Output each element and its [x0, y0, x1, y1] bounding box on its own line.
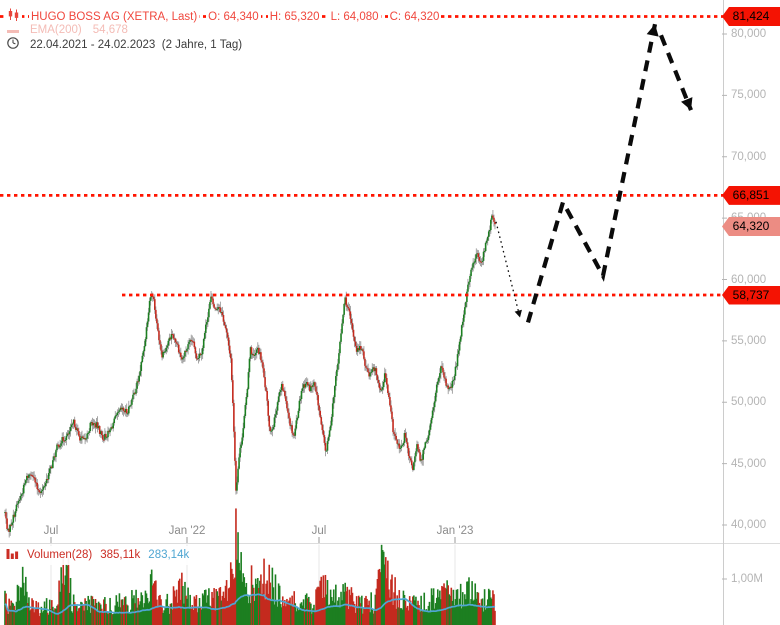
volume-legend[interactable]: Volumen(28) 385,11k 283,14k [2, 546, 196, 565]
price-tick-label: 60,000 [731, 273, 767, 286]
date-range-legend: 22.04.2021 - 24.02.2023 (2 Jahre, 1 Tag) [5, 37, 245, 53]
symbol-legend[interactable]: HUGO BOSS AG (XETRA, Last) O: 64,340 H: … [5, 8, 442, 25]
price-tick-label: 80,000 [731, 28, 767, 40]
volume-tick-label: 1,00M [731, 573, 763, 585]
price-tick-label: 40,000 [731, 519, 767, 531]
ema-label: EMA(200) [28, 23, 84, 37]
ohlc-high: H: 65,320 [267, 9, 322, 24]
time-tick-label: Jul [43, 525, 59, 537]
time-tick-label: Jan '22 [168, 525, 206, 537]
price-tick-label: 70,000 [731, 150, 767, 163]
last-price-badge: 64,320 [722, 216, 780, 236]
date-range-text: 22.04.2021 - 24.02.2023 (2 Jahre, 1 Tag) [28, 38, 245, 52]
ohlc-close: C: 64,320 [387, 9, 442, 24]
price-tick-label: 75,000 [731, 89, 767, 102]
price-level-badge: 81,424 [722, 7, 780, 27]
volume-label: Volumen(28) [27, 549, 93, 561]
ohlc-low: L: 64,080 [328, 9, 381, 24]
volume-ma-value: 283,14k [148, 549, 190, 561]
ema-value: 54,678 [90, 23, 130, 37]
price-tick-label: 55,000 [731, 334, 767, 347]
price-tick-label: 45,000 [731, 457, 767, 470]
clock-icon [5, 37, 21, 53]
volume-value: 385,11k [100, 549, 141, 561]
ema-line-icon [5, 23, 21, 37]
time-tick-label: Jan '23 [436, 525, 474, 537]
price-level-badge: 58,737 [722, 285, 780, 305]
price-level-badge: 66,851 [722, 185, 780, 205]
ohlc-open: O: 64,340 [206, 9, 261, 24]
price-tick-label: 50,000 [731, 396, 767, 409]
candlestick-icon [5, 8, 22, 25]
ema-legend[interactable]: EMA(200) 54,678 [5, 23, 130, 37]
symbol-title: HUGO BOSS AG (XETRA, Last) [29, 9, 200, 24]
volume-bars-icon [6, 547, 19, 564]
time-tick-label: Jul [311, 525, 327, 537]
